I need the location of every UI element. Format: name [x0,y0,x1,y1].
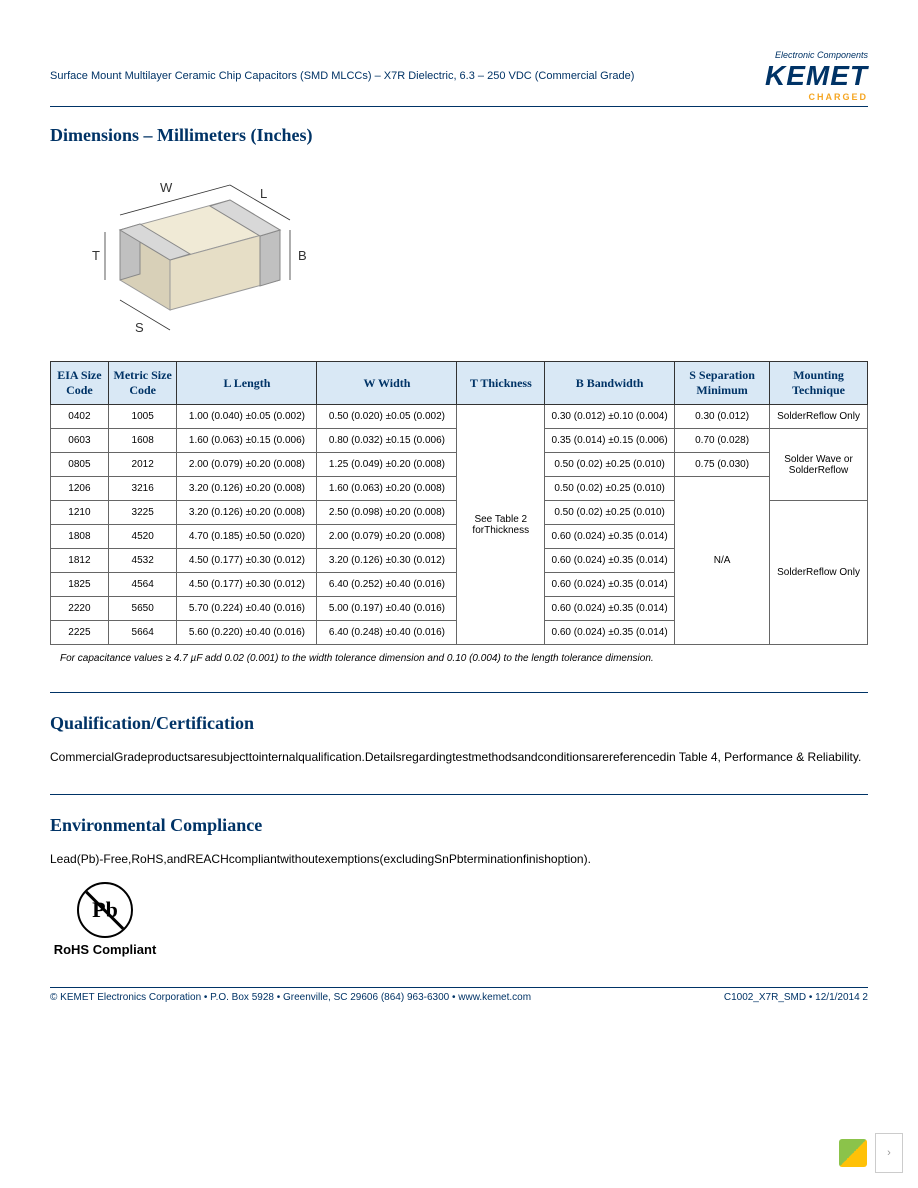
cell-width: 2.50 (0.098) ±0.20 (0.008) [317,501,457,525]
cell-eia: 2225 [51,621,109,645]
col-width: W Width [317,362,457,405]
col-separation: S Separation Minimum [675,362,770,405]
next-page-button[interactable]: › [875,1133,903,1173]
cell-separation: 0.30 (0.012) [675,405,770,429]
cell-mounting: SolderReflow Only [770,501,868,645]
rohs-badge: Pb RoHS Compliant [50,882,160,957]
cell-metric: 2012 [108,453,177,477]
cell-bandwidth: 0.60 (0.024) ±0.35 (0.014) [545,525,675,549]
cell-bandwidth: 0.60 (0.024) ±0.35 (0.014) [545,573,675,597]
cell-width: 5.00 (0.197) ±0.40 (0.016) [317,597,457,621]
environmental-heading: Environmental Compliance [50,815,868,836]
cell-metric: 1608 [108,429,177,453]
cell-width: 1.25 (0.049) ±0.20 (0.008) [317,453,457,477]
diagram-label-s: S [135,320,144,335]
environmental-text: Lead(Pb)-Free,RoHS,andREACHcompliantwith… [50,850,868,868]
cell-bandwidth: 0.30 (0.012) ±0.10 (0.004) [545,405,675,429]
cell-length: 4.50 (0.177) ±0.30 (0.012) [177,573,317,597]
cell-thickness: See Table 2 forThickness [457,405,545,645]
header-divider [50,106,868,107]
cell-width: 0.50 (0.020) ±0.05 (0.002) [317,405,457,429]
cell-metric: 3216 [108,477,177,501]
col-bandwidth: B Bandwidth [545,362,675,405]
col-mounting: Mounting Technique [770,362,868,405]
diagram-label-t: T [92,248,100,263]
footer-left: © KEMET Electronics Corporation • P.O. B… [50,992,531,1003]
header-title: Surface Mount Multilayer Ceramic Chip Ca… [50,50,634,82]
cell-eia: 1825 [51,573,109,597]
cell-length: 5.70 (0.224) ±0.40 (0.016) [177,597,317,621]
cell-bandwidth: 0.60 (0.024) ±0.35 (0.014) [545,597,675,621]
cell-length: 3.20 (0.126) ±0.20 (0.008) [177,477,317,501]
footer-right: C1002_X7R_SMD • 12/1/2014 2 [724,992,868,1003]
diagram-label-w: W [160,180,173,195]
viewer-logo-icon [839,1139,867,1167]
rohs-label: RoHS Compliant [54,942,157,957]
brand-logo: Electronic Components KEMET CHARGED [765,50,868,102]
cell-eia: 0402 [51,405,109,429]
cell-width: 6.40 (0.248) ±0.40 (0.016) [317,621,457,645]
col-metric: Metric Size Code [108,362,177,405]
cell-separation-na: N/A [675,477,770,645]
cell-metric: 5664 [108,621,177,645]
cell-width: 0.80 (0.032) ±0.15 (0.006) [317,429,457,453]
cell-bandwidth: 0.50 (0.02) ±0.25 (0.010) [545,501,675,525]
cell-eia: 0805 [51,453,109,477]
cell-bandwidth: 0.50 (0.02) ±0.25 (0.010) [545,453,675,477]
cell-bandwidth: 0.50 (0.02) ±0.25 (0.010) [545,477,675,501]
cell-mounting: Solder Wave or SolderReflow [770,429,868,501]
diagram-label-l: L [260,186,267,201]
dimensions-table: EIA Size Code Metric Size Code L Length … [50,361,868,645]
diagram-label-b: B [298,248,307,263]
page-header: Surface Mount Multilayer Ceramic Chip Ca… [50,50,868,102]
dimensions-footnote: For capacitance values ≥ 4.7 µF add 0.02… [50,653,868,664]
cell-length: 4.50 (0.177) ±0.30 (0.012) [177,549,317,573]
cell-width: 2.00 (0.079) ±0.20 (0.008) [317,525,457,549]
cell-metric: 5650 [108,597,177,621]
cell-metric: 4564 [108,573,177,597]
dimensions-heading: Dimensions – Millimeters (Inches) [50,125,868,146]
viewer-pager: › [839,1133,903,1173]
cell-width: 6.40 (0.252) ±0.40 (0.016) [317,573,457,597]
cell-width: 1.60 (0.063) ±0.20 (0.008) [317,477,457,501]
cell-separation: 0.70 (0.028) [675,429,770,453]
cell-mounting: SolderReflow Only [770,405,868,429]
cell-eia: 1812 [51,549,109,573]
col-thickness: T Thickness [457,362,545,405]
cell-length: 1.60 (0.063) ±0.15 (0.006) [177,429,317,453]
cell-length: 5.60 (0.220) ±0.40 (0.016) [177,621,317,645]
logo-text: KEMET [765,60,868,92]
cell-bandwidth: 0.60 (0.024) ±0.35 (0.014) [545,621,675,645]
section-divider-2 [50,794,868,795]
qualification-heading: Qualification/Certification [50,713,868,734]
col-length: L Length [177,362,317,405]
logo-tagline-bottom: CHARGED [765,92,868,102]
cell-bandwidth: 0.35 (0.014) ±0.15 (0.006) [545,429,675,453]
page-footer: © KEMET Electronics Corporation • P.O. B… [50,988,868,1003]
pb-free-icon: Pb [77,882,133,938]
cell-eia: 1206 [51,477,109,501]
cell-length: 4.70 (0.185) ±0.50 (0.020) [177,525,317,549]
logo-tagline-top: Electronic Components [765,50,868,60]
cell-bandwidth: 0.60 (0.024) ±0.35 (0.014) [545,549,675,573]
cell-eia: 1210 [51,501,109,525]
section-divider-1 [50,692,868,693]
cell-length: 2.00 (0.079) ±0.20 (0.008) [177,453,317,477]
col-eia: EIA Size Code [51,362,109,405]
cell-separation: 0.75 (0.030) [675,453,770,477]
cell-eia: 0603 [51,429,109,453]
chip-diagram: W L B T S [60,160,868,343]
cell-eia: 1808 [51,525,109,549]
cell-metric: 4532 [108,549,177,573]
cell-length: 1.00 (0.040) ±0.05 (0.002) [177,405,317,429]
qualification-text: CommercialGradeproductsaresubjecttointer… [50,748,868,766]
cell-metric: 1005 [108,405,177,429]
cell-eia: 2220 [51,597,109,621]
table-row: 040210051.00 (0.040) ±0.05 (0.002)0.50 (… [51,405,868,429]
cell-length: 3.20 (0.126) ±0.20 (0.008) [177,501,317,525]
cell-metric: 3225 [108,501,177,525]
cell-metric: 4520 [108,525,177,549]
cell-width: 3.20 (0.126) ±0.30 (0.012) [317,549,457,573]
